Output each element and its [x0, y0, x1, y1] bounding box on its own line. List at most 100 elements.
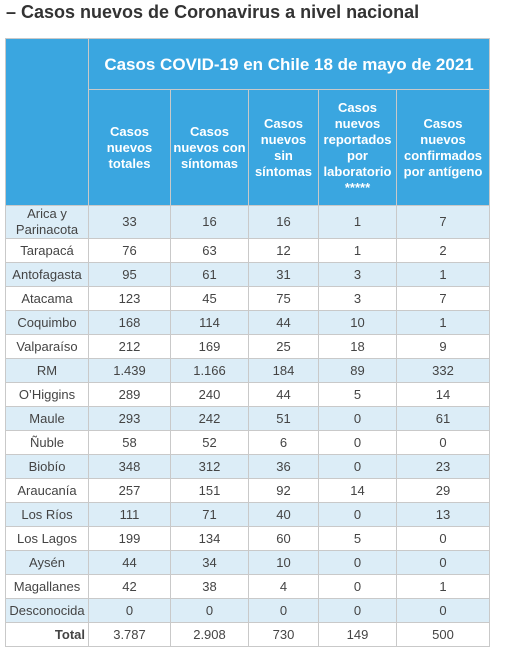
value-cell: 0: [395, 550, 491, 575]
value-cell: 4: [248, 574, 319, 599]
table-row: Antofagasta 95 61 31 3 1: [5, 262, 491, 287]
value-cell: 14: [395, 382, 491, 407]
region-cell: Coquimbo: [5, 310, 89, 335]
value-cell: 44: [248, 310, 319, 335]
value-cell: 13: [395, 502, 491, 527]
value-cell: 33: [88, 205, 171, 239]
value-cell: 0: [318, 550, 397, 575]
value-cell: 14: [318, 478, 397, 503]
heading: – Casos nuevos de Coronavirus a nivel na…: [6, 2, 420, 22]
value-cell: 12: [248, 238, 319, 263]
value-cell: 18: [318, 334, 397, 359]
value-cell: 199: [88, 526, 171, 551]
value-cell: 6: [248, 430, 319, 455]
region-cell: Araucanía: [5, 478, 89, 503]
table-row: Maule 293 242 51 0 61: [5, 406, 491, 431]
value-cell: 3: [318, 262, 397, 287]
table-row: Arica y Parinacota 33 16 16 1 7: [5, 205, 491, 239]
value-cell: 44: [248, 382, 319, 407]
column-header: Casos nuevos totales: [88, 89, 171, 206]
value-cell: 44: [88, 550, 171, 575]
total-cell: 3.787: [88, 622, 171, 647]
region-cell: Magallanes: [5, 574, 89, 599]
value-cell: 212: [88, 334, 171, 359]
region-cell: RM: [5, 358, 89, 383]
value-cell: 134: [170, 526, 249, 551]
value-cell: 45: [170, 286, 249, 311]
value-cell: 312: [170, 454, 249, 479]
region-cell: Los Lagos: [5, 526, 89, 551]
region-cell: Atacama: [5, 286, 89, 311]
value-cell: 0: [318, 430, 397, 455]
value-cell: 257: [88, 478, 171, 503]
value-cell: 242: [170, 406, 249, 431]
value-cell: 1: [318, 205, 397, 239]
table-row: Valparaíso 212 169 25 18 9: [5, 334, 491, 359]
value-cell: 38: [170, 574, 249, 599]
total-row: Total 3.787 2.908 730 149 500: [5, 622, 491, 647]
value-cell: 0: [395, 526, 491, 551]
value-cell: 348: [88, 454, 171, 479]
value-cell: 1: [395, 574, 491, 599]
value-cell: 61: [395, 406, 491, 431]
table-row: Los Lagos 199 134 60 5 0: [5, 526, 491, 551]
value-cell: 0: [395, 430, 491, 455]
value-cell: 1: [395, 262, 491, 287]
region-cell: O’Higgins: [5, 382, 89, 407]
value-cell: 9: [395, 334, 491, 359]
value-cell: 92: [248, 478, 319, 503]
value-cell: 0: [248, 598, 319, 623]
table-row: Coquimbo 168 114 44 10 1: [5, 310, 491, 335]
cases-table: Casos COVID-19 en Chile 18 de mayo de 20…: [5, 38, 491, 647]
value-cell: 1: [318, 238, 397, 263]
table-row: Biobío 348 312 36 0 23: [5, 454, 491, 479]
region-cell: Valparaíso: [5, 334, 89, 359]
total-cell: 500: [395, 622, 491, 647]
table-row: Aysén 44 34 10 0 0: [5, 550, 491, 575]
value-cell: 289: [88, 382, 171, 407]
value-cell: 169: [170, 334, 249, 359]
value-cell: 58: [88, 430, 171, 455]
table-row: RM 1.439 1.166 184 89 332: [5, 358, 491, 383]
value-cell: 52: [170, 430, 249, 455]
value-cell: 63: [170, 238, 249, 263]
value-cell: 61: [170, 262, 249, 287]
value-cell: 89: [318, 358, 397, 383]
value-cell: 36: [248, 454, 319, 479]
table-row: Magallanes 42 38 4 0 1: [5, 574, 491, 599]
value-cell: 111: [88, 502, 171, 527]
value-cell: 60: [248, 526, 319, 551]
value-cell: 0: [318, 574, 397, 599]
value-cell: 0: [88, 598, 171, 623]
value-cell: 332: [395, 358, 491, 383]
value-cell: 2: [395, 238, 491, 263]
column-header: Casos nuevos reportados por laboratorio …: [318, 89, 397, 206]
value-cell: 31: [248, 262, 319, 287]
value-cell: 114: [170, 310, 249, 335]
table-title: Casos COVID-19 en Chile 18 de mayo de 20…: [87, 38, 491, 90]
total-cell: 730: [248, 622, 319, 647]
total-cell: 2.908: [170, 622, 249, 647]
value-cell: 16: [248, 205, 319, 239]
value-cell: 5: [318, 382, 397, 407]
table-row: O’Higgins 289 240 44 5 14: [5, 382, 491, 407]
value-cell: 1: [395, 310, 491, 335]
table-row: Tarapacá 76 63 12 1 2: [5, 238, 491, 263]
value-cell: 10: [248, 550, 319, 575]
value-cell: 40: [248, 502, 319, 527]
value-cell: 3: [318, 286, 397, 311]
value-cell: 1.439: [88, 358, 171, 383]
value-cell: 34: [170, 550, 249, 575]
value-cell: 16: [170, 205, 249, 239]
corner-cell: [5, 38, 89, 206]
value-cell: 151: [170, 478, 249, 503]
region-cell: Aysén: [5, 550, 89, 575]
value-cell: 75: [248, 286, 319, 311]
region-cell: Arica y Parinacota: [5, 205, 89, 239]
table-row: Desconocida 0 0 0 0 0: [5, 598, 491, 623]
table-row: Ñuble 58 52 6 0 0: [5, 430, 491, 455]
total-cell: 149: [318, 622, 397, 647]
value-cell: 0: [318, 406, 397, 431]
column-header: Casos nuevos con síntomas: [170, 89, 249, 206]
